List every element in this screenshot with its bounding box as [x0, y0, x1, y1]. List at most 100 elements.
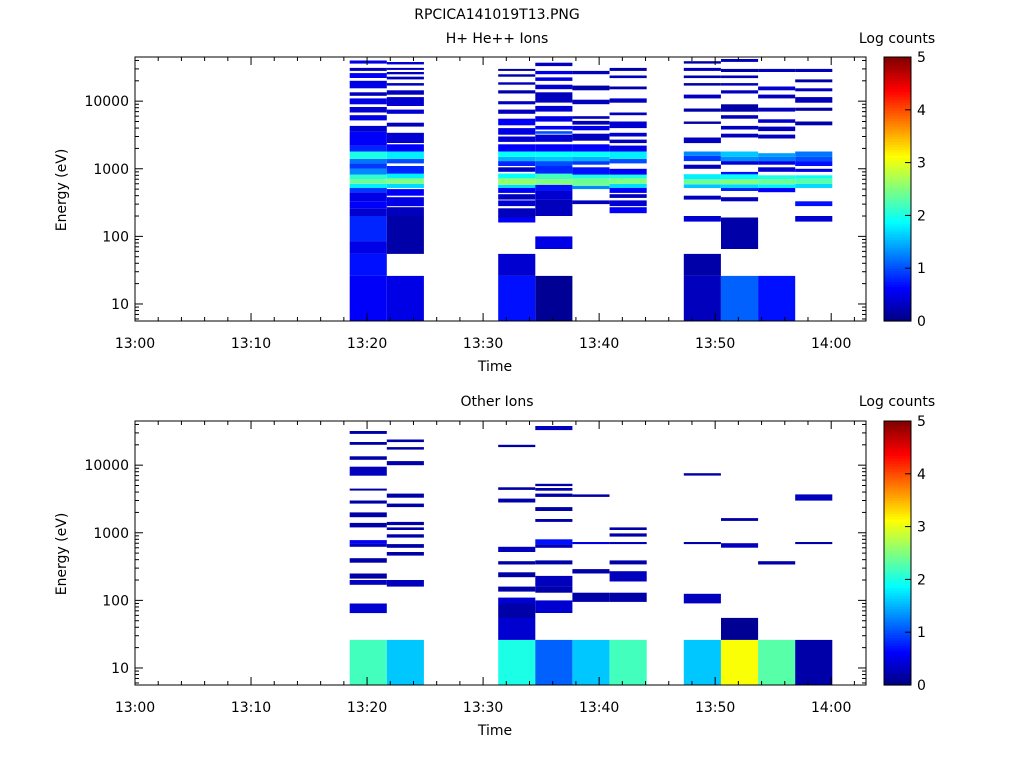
colorbar: 0 1 2 3 4 5 [883, 414, 926, 694]
colorbar-swatch [884, 450, 911, 454]
heatmap-cell [683, 253, 721, 276]
heatmap-cell [498, 188, 536, 193]
colorbar-swatch [884, 468, 911, 472]
heatmap-cell [386, 90, 424, 95]
colorbar-swatch [884, 144, 911, 148]
heatmap-cell [721, 133, 759, 138]
colorbar-swatch [884, 523, 911, 528]
heatmap-cell [795, 178, 833, 184]
heatmap-cell [572, 133, 610, 141]
heatmap-cell [683, 542, 721, 545]
heatmap-cell [498, 136, 536, 142]
colorbar-swatch [884, 502, 911, 507]
colorbar-swatch [884, 457, 911, 462]
colorbar-swatch [884, 286, 911, 290]
heatmap-cell [721, 639, 759, 685]
heatmap-cell [683, 75, 721, 79]
heatmap-cell [535, 236, 573, 249]
colorbar-swatch [884, 223, 911, 227]
heatmap-cell [535, 62, 573, 67]
x-tick-label: 13:50 [695, 700, 735, 716]
heatmap-cell [683, 593, 721, 604]
heatmap-cell [609, 207, 647, 214]
heatmap-cell [349, 179, 387, 184]
colorbar-swatch [884, 278, 911, 282]
colorbar-swatch [884, 558, 911, 562]
heatmap-cell [535, 173, 573, 180]
colorbar-swatch [884, 555, 911, 559]
x-tick-label: 13:50 [695, 336, 735, 352]
heatmap-cell [721, 275, 759, 321]
colorbar-swatch [884, 194, 911, 198]
heatmap-cell [683, 184, 721, 188]
heatmap-cell [572, 144, 610, 152]
heatmap-cell [572, 167, 610, 175]
heatmap-cell [795, 121, 833, 126]
colorbar-swatch [884, 273, 911, 277]
colorbar-swatch [884, 674, 911, 678]
heatmap-cell [349, 580, 387, 585]
heatmap-cell [386, 544, 424, 548]
colorbar-swatch [884, 513, 911, 517]
heatmap-cell [535, 105, 573, 112]
heatmap-cell [498, 173, 536, 179]
x-tick-label: 13:00 [115, 336, 155, 352]
colorbar-swatch [884, 133, 911, 137]
colorbar-swatch [884, 70, 911, 74]
colorbar-frame [883, 56, 912, 322]
colorbar-label: Log counts [859, 31, 935, 47]
colorbar-swatch [884, 584, 911, 588]
heatmap-cell [498, 617, 536, 640]
heatmap-cell [535, 544, 573, 548]
heatmap-cell [349, 98, 387, 105]
heatmap-cell [609, 560, 647, 565]
heatmap-cell [721, 90, 759, 94]
x-tick-label: 13:30 [463, 700, 503, 716]
colorbar-swatch [884, 231, 911, 235]
colorbar-swatch [884, 225, 911, 230]
heatmap-cell [795, 161, 833, 166]
colorbar-swatch [884, 125, 911, 129]
colorbar-tick-label: 3 [917, 520, 926, 536]
heatmap-cell [683, 61, 721, 64]
colorbar-swatch [884, 107, 911, 111]
heatmap-cell [683, 164, 721, 169]
heatmap-cell [758, 639, 796, 685]
colorbar-swatch [884, 72, 911, 77]
heatmap-cell [572, 542, 610, 545]
colorbar-swatch [884, 120, 911, 124]
heatmap-cell [721, 179, 759, 185]
colorbar-swatch [884, 88, 911, 92]
heatmap-cell [758, 119, 796, 123]
heatmap-cell [572, 185, 610, 190]
colorbar-swatch [884, 616, 911, 620]
colorbar-tick-label: 2 [917, 208, 926, 224]
colorbar-swatch [884, 262, 911, 267]
heatmap-cell [498, 194, 536, 200]
heatmap-cell [535, 199, 573, 216]
heatmap-cell [683, 94, 721, 99]
colorbar-swatch [884, 291, 911, 296]
colorbar-swatch [884, 516, 911, 520]
colorbar-swatch [884, 181, 911, 185]
y-tick-label: 1000 [93, 162, 129, 178]
heatmap-cell [349, 174, 387, 180]
colorbar-swatch [884, 218, 911, 222]
heatmap-cell [572, 70, 610, 75]
colorbar-swatch [884, 650, 911, 654]
colorbar-swatch [884, 505, 911, 509]
heatmap-cell [349, 67, 387, 71]
colorbar-swatch [884, 677, 911, 681]
heatmap-cell [535, 131, 573, 134]
heatmap-cell [349, 132, 387, 146]
heatmap-cell [609, 86, 647, 90]
heatmap-cell [609, 188, 647, 193]
colorbar-swatch [884, 207, 911, 211]
heatmap-cell [758, 134, 796, 139]
heatmap-cell [386, 122, 424, 127]
heatmap-cell [498, 208, 536, 218]
heatmap-cell [609, 194, 647, 198]
heatmap-cell [498, 151, 536, 157]
colorbar-swatch [884, 141, 911, 145]
heatmap-cell [535, 275, 573, 321]
